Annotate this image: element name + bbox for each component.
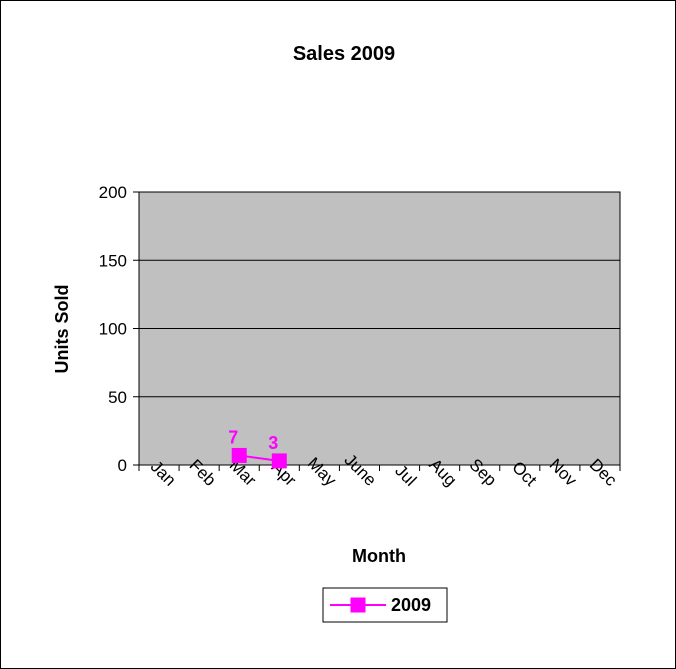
legend-marker [350,597,366,613]
data-point-mar [231,447,247,463]
y-tick-label-200: 200 [99,183,127,202]
y-tick-label-150: 150 [99,251,127,270]
legend-entry-2009: 2009 [391,595,431,615]
y-axis-title: Units Sold [52,285,72,374]
data-label-apr: 3 [268,433,278,453]
legend: 2009 [322,587,448,623]
data-point-apr [271,453,287,469]
y-tick-label-0: 0 [118,456,127,475]
data-label-mar: 7 [228,427,238,447]
y-tick-label-100: 100 [99,320,127,339]
chart-title: Sales 2009 [293,43,395,65]
y-tick-label-50: 50 [108,388,127,407]
x-axis-title: Month [352,546,406,566]
